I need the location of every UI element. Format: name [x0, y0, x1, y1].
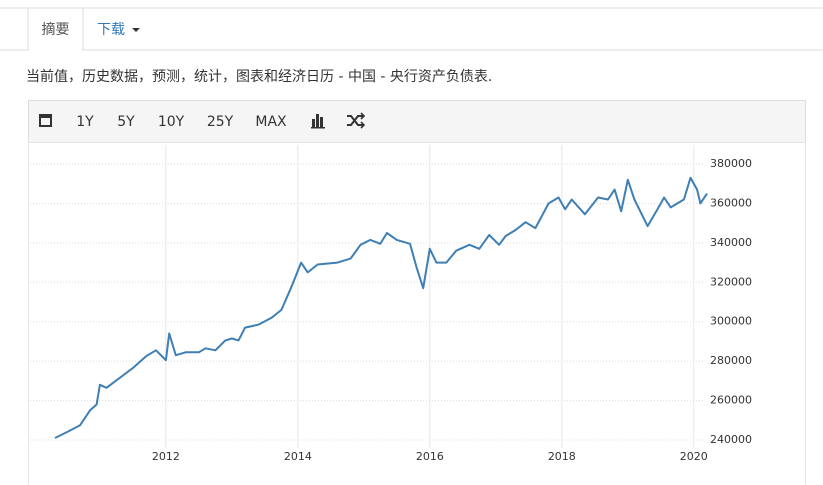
- description: 当前值，历史数据，预测，统计，图表和经济日历 - 中国 - 央行资产负债表.: [26, 68, 492, 85]
- y-tick-label: 300000: [710, 315, 752, 328]
- y-tick-label: 340000: [710, 236, 752, 249]
- data-line: [54, 176, 708, 439]
- range-button[interactable]: 5Y: [117, 114, 135, 130]
- y-tick-label: 280000: [710, 354, 752, 367]
- y-tick-label: 320000: [710, 275, 752, 288]
- x-tick-label: 2012: [152, 450, 180, 463]
- y-tick-label: 360000: [710, 196, 752, 209]
- y-tick-label: 380000: [710, 157, 752, 170]
- x-tick-label: 2016: [416, 450, 444, 463]
- x-tick-label: 2020: [680, 450, 708, 463]
- shuffle-icon[interactable]: [347, 112, 366, 129]
- tab[interactable]: 摘要: [42, 21, 70, 38]
- calendar-icon[interactable]: [39, 114, 52, 127]
- bar-chart-icon[interactable]: [311, 114, 325, 129]
- tab[interactable]: 下载: [97, 22, 125, 38]
- chart: 240000 260000 280000 300000 320000 340000 3600…: [30, 145, 752, 463]
- range-button[interactable]: 10Y: [158, 114, 185, 130]
- caret: [132, 28, 140, 32]
- active-tab[interactable]: [27, 7, 84, 51]
- y-tick-label: 240000: [710, 433, 752, 446]
- x-tick-label: 2014: [284, 450, 312, 463]
- chart-frame: [28, 142, 806, 485]
- toolbar: [28, 100, 806, 143]
- x-tick-label: 2018: [548, 450, 576, 463]
- range-button[interactable]: 1Y: [76, 114, 94, 130]
- range-button[interactable]: 25Y: [207, 114, 234, 130]
- y-tick-label: 260000: [710, 394, 752, 407]
- range-button[interactable]: MAX: [255, 114, 287, 130]
